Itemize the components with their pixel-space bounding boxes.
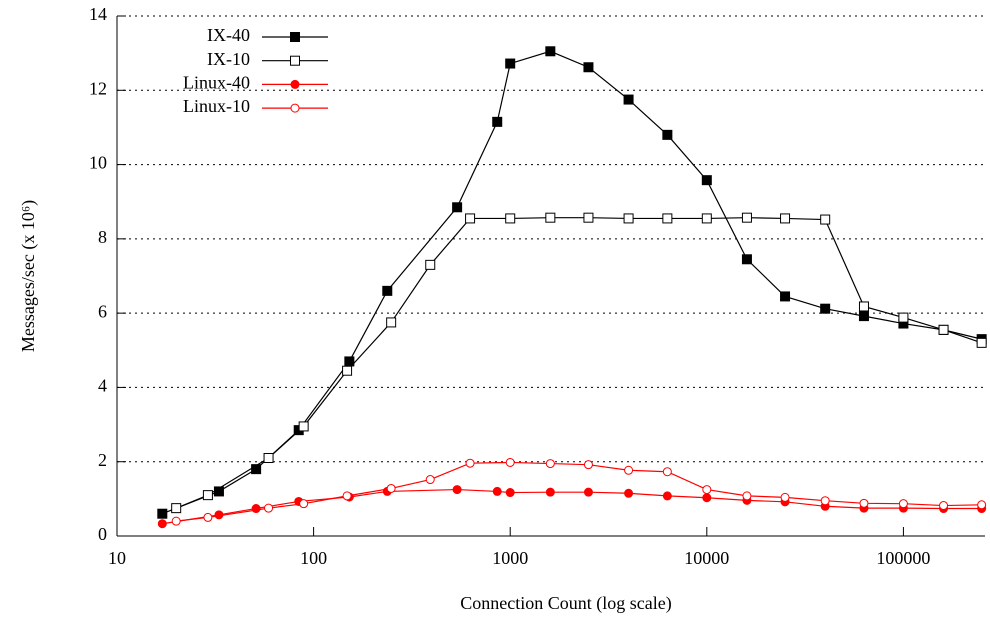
y-tick-label: 4 — [98, 376, 107, 396]
marker — [702, 493, 712, 503]
marker — [386, 317, 397, 328]
marker — [583, 62, 594, 73]
marker — [465, 458, 475, 468]
marker — [425, 475, 435, 485]
marker — [505, 213, 516, 224]
marker — [898, 499, 908, 509]
marker — [251, 464, 262, 475]
x-tick-label: 1000 — [492, 548, 528, 568]
marker — [157, 508, 168, 519]
marker — [662, 467, 672, 477]
marker — [342, 365, 353, 376]
marker — [820, 303, 831, 314]
marker — [492, 486, 502, 496]
marker — [157, 519, 167, 529]
marker — [938, 324, 949, 335]
y-tick-label: 0 — [98, 524, 107, 544]
marker — [545, 459, 555, 469]
x-tick-label: 100000 — [876, 548, 930, 568]
marker — [858, 301, 869, 312]
marker — [505, 488, 515, 498]
y-tick-label: 10 — [89, 153, 107, 173]
marker — [662, 213, 673, 224]
marker — [741, 212, 752, 223]
y-tick-label: 2 — [98, 450, 107, 470]
marker — [662, 491, 672, 501]
y-axis-label: Messages/sec (x 10⁶) — [18, 200, 39, 352]
marker — [820, 496, 830, 506]
marker — [299, 499, 309, 509]
marker — [171, 516, 181, 526]
marker — [624, 488, 634, 498]
marker — [545, 46, 556, 57]
marker — [251, 504, 261, 514]
marker — [425, 259, 436, 270]
marker — [583, 212, 594, 223]
marker — [264, 503, 274, 513]
marker — [298, 421, 309, 432]
marker — [505, 457, 515, 467]
marker — [624, 465, 634, 475]
marker — [742, 491, 752, 501]
marker — [939, 501, 949, 511]
series-line — [162, 488, 982, 525]
marker — [492, 116, 503, 127]
legend-marker — [290, 79, 300, 89]
y-tick-label: 6 — [98, 301, 107, 321]
marker — [780, 492, 790, 502]
marker — [452, 485, 462, 495]
marker — [701, 175, 712, 186]
series-line — [162, 50, 982, 515]
marker — [545, 212, 556, 223]
marker — [662, 129, 673, 140]
marker — [545, 487, 555, 497]
legend-marker — [290, 32, 300, 42]
marker — [583, 487, 593, 497]
marker — [171, 503, 182, 514]
legend-label: Linux-10 — [183, 96, 250, 116]
y-tick-label: 12 — [89, 78, 107, 98]
x-axis-label: Connection Count (log scale) — [460, 593, 671, 614]
marker — [820, 214, 831, 225]
marker — [505, 58, 516, 69]
legend-marker — [290, 55, 300, 66]
marker — [202, 490, 213, 501]
marker — [977, 500, 987, 510]
x-tick-label: 10 — [108, 548, 126, 568]
marker — [465, 213, 476, 224]
marker — [263, 453, 274, 463]
legend-label: IX-10 — [207, 49, 250, 69]
x-tick-label: 100 — [300, 548, 327, 568]
marker — [583, 460, 593, 470]
marker — [780, 213, 791, 224]
marker — [741, 254, 752, 265]
legend-marker — [290, 103, 300, 113]
marker — [858, 311, 869, 322]
legend-label: Linux-40 — [183, 73, 250, 93]
marker — [701, 213, 712, 224]
marker — [342, 491, 352, 501]
y-tick-label: 8 — [98, 227, 107, 247]
marker — [780, 291, 791, 302]
marker — [898, 312, 909, 323]
x-tick-label: 10000 — [684, 548, 729, 568]
legend-label: IX-40 — [207, 25, 250, 45]
marker — [976, 337, 987, 348]
marker — [702, 485, 712, 495]
marker — [452, 202, 463, 213]
marker — [859, 498, 869, 508]
marker — [386, 483, 396, 493]
marker — [203, 512, 213, 522]
marker — [623, 94, 634, 105]
marker — [382, 285, 393, 296]
y-tick-label: 14 — [89, 4, 107, 24]
marker — [623, 213, 634, 224]
